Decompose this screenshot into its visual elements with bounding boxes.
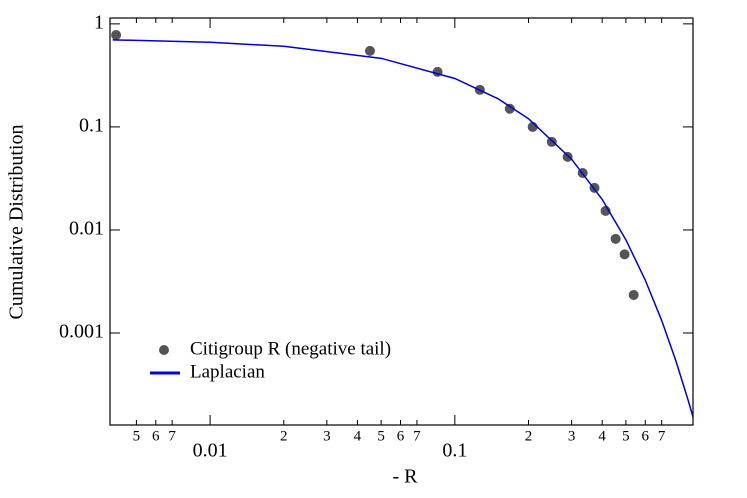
- x-tick-label: 0.1: [442, 440, 467, 462]
- x-tick-label: 5: [622, 428, 630, 444]
- data-point: [111, 29, 122, 40]
- data-point: [628, 289, 639, 300]
- data-point: [562, 151, 573, 162]
- plot-frame: [109, 17, 694, 426]
- x-axis-label: - R: [393, 466, 419, 488]
- x-tick-label: 5: [133, 428, 141, 444]
- legend-label: Citigroup R (negative tail): [190, 338, 391, 359]
- y-tick-label: 0.001: [59, 321, 104, 343]
- y-tick-label: 0.01: [69, 218, 104, 240]
- x-tick-label: 2: [525, 428, 533, 444]
- x-tick-label: 4: [598, 428, 606, 444]
- x-tick-label: 0.01: [193, 440, 228, 462]
- data-point: [364, 45, 375, 56]
- data-point: [546, 136, 557, 147]
- data-point: [619, 249, 630, 260]
- x-tick-label: 4: [354, 428, 362, 444]
- x-tick-label: 7: [658, 428, 666, 444]
- x-tick-label: 6: [397, 428, 405, 444]
- x-tick-label: 6: [152, 428, 160, 444]
- data-point: [504, 103, 515, 114]
- x-tick-label: 6: [642, 428, 650, 444]
- legend-marker: [159, 345, 169, 355]
- x-tick-label: 7: [413, 428, 421, 444]
- y-tick-label: 0.1: [79, 115, 104, 137]
- x-tick-label: 7: [168, 428, 176, 444]
- x-tick-label: 3: [568, 428, 576, 444]
- data-point: [610, 233, 621, 244]
- y-axis-label: Cumulative Distribution: [6, 125, 28, 320]
- x-tick-label: 3: [323, 428, 331, 444]
- y-tick-label: 1: [94, 11, 104, 33]
- fit-line: [112, 39, 694, 418]
- x-tick-label: 2: [280, 428, 288, 444]
- x-tick-label: 5: [377, 428, 385, 444]
- legend-label: Laplacian: [190, 361, 265, 382]
